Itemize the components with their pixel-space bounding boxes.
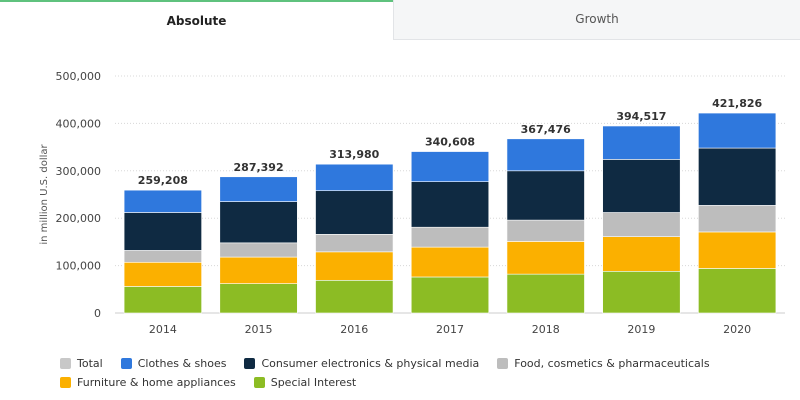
legend-row: Total Clothes & shoes Consumer electroni… bbox=[60, 354, 790, 373]
chart-legend: Total Clothes & shoes Consumer electroni… bbox=[60, 354, 790, 392]
bar-segment[interactable] bbox=[410, 151, 490, 183]
legend-label: Consumer electronics & physical media bbox=[261, 357, 480, 370]
y-tick-label: 400,000 bbox=[56, 117, 102, 130]
bar-segment[interactable] bbox=[698, 231, 777, 269]
bar-segment[interactable] bbox=[315, 163, 394, 192]
legend-swatch bbox=[244, 358, 256, 369]
bar-segment[interactable] bbox=[410, 181, 490, 228]
legend-swatch bbox=[120, 358, 132, 369]
stacked-bar-chart: 0 100,000 200,000 300,000 400,000 500,000 in m… bbox=[39, 70, 785, 336]
bar-segment[interactable] bbox=[315, 234, 394, 253]
legend-item-special-interest[interactable]: Special Interest bbox=[253, 376, 357, 389]
x-tick-label: 2020 bbox=[723, 323, 751, 336]
bar-segment[interactable] bbox=[219, 256, 298, 284]
bar-segment[interactable] bbox=[602, 270, 681, 314]
labels: 0 100,000 200,000 300,000 400,000 500,000 in m… bbox=[39, 70, 763, 336]
x-tick-label: 2014 bbox=[149, 323, 177, 336]
bar-segment[interactable] bbox=[219, 283, 298, 314]
bar-segment[interactable] bbox=[315, 279, 394, 314]
legend-item-consumer-electronics[interactable]: Consumer electronics & physical media bbox=[244, 357, 479, 370]
bar-total-label: 287,392 bbox=[234, 161, 284, 174]
bar-segment[interactable] bbox=[315, 190, 394, 235]
bar-total-label: 367,476 bbox=[521, 123, 571, 136]
x-tick-label: 2016 bbox=[340, 323, 368, 336]
bar-segment[interactable] bbox=[602, 159, 681, 213]
bar-segment[interactable] bbox=[602, 236, 681, 272]
legend-label: Clothes & shoes bbox=[137, 357, 227, 370]
legend-item-food-cosmetics[interactable]: Food, cosmetics & pharmaceuticals bbox=[497, 357, 710, 370]
legend-item-clothes-shoes[interactable]: Clothes & shoes bbox=[120, 357, 227, 370]
bar-segment[interactable] bbox=[506, 241, 585, 275]
bar-total-label: 340,608 bbox=[425, 136, 475, 149]
legend-swatch bbox=[60, 358, 71, 369]
y-tick-label: 200,000 bbox=[56, 212, 102, 225]
legend-item-furniture[interactable]: Furniture & home appliances bbox=[60, 376, 236, 389]
bar-segment[interactable] bbox=[123, 286, 202, 314]
y-tick-label: 0 bbox=[94, 307, 101, 320]
x-tick-label: 2019 bbox=[627, 323, 655, 336]
tab-absolute[interactable]: Absolute bbox=[0, 0, 393, 40]
legend-swatch bbox=[60, 377, 71, 388]
bar-segment[interactable] bbox=[698, 112, 777, 149]
x-tick-label: 2017 bbox=[436, 323, 464, 336]
bar-segment[interactable] bbox=[410, 226, 490, 248]
bar-segment[interactable] bbox=[219, 242, 298, 258]
bar-segment[interactable] bbox=[410, 276, 490, 314]
legend-label: Special Interest bbox=[270, 376, 357, 389]
bar-segment[interactable] bbox=[315, 251, 394, 281]
tab-growth[interactable]: Growth bbox=[393, 0, 800, 40]
y-tick-label: 100,000 bbox=[56, 260, 102, 273]
bar-total-label: 313,980 bbox=[329, 148, 379, 161]
bar-segment[interactable] bbox=[602, 125, 681, 160]
bars bbox=[123, 112, 777, 314]
bar-segment[interactable] bbox=[602, 212, 681, 237]
bar-segment[interactable] bbox=[698, 268, 777, 314]
bar-total-label: 421,826 bbox=[712, 97, 762, 110]
bar-segment[interactable] bbox=[506, 219, 585, 242]
bar-segment[interactable] bbox=[123, 189, 202, 213]
x-tick-label: 2015 bbox=[245, 323, 273, 336]
chart-view-tabs: Absolute Growth bbox=[0, 0, 800, 40]
legend-label: Furniture & home appliances bbox=[77, 376, 236, 389]
y-tick-label: 300,000 bbox=[56, 165, 102, 178]
bar-segment[interactable] bbox=[123, 261, 202, 287]
bar-segment[interactable] bbox=[506, 170, 585, 221]
legend-swatch bbox=[497, 358, 509, 369]
legend-swatch bbox=[253, 377, 265, 388]
bar-segment[interactable] bbox=[410, 246, 490, 278]
legend-row: Furniture & home appliances Special Inte… bbox=[60, 373, 790, 392]
y-tick-label: 500,000 bbox=[56, 70, 102, 83]
legend-label: Food, cosmetics & pharmaceuticals bbox=[514, 357, 710, 370]
bar-segment[interactable] bbox=[698, 147, 777, 206]
legend-label: Total bbox=[77, 357, 103, 370]
bar-total-label: 259,208 bbox=[138, 174, 188, 187]
bar-segment[interactable] bbox=[123, 212, 202, 251]
bar-segment[interactable] bbox=[506, 273, 585, 314]
bar-segment[interactable] bbox=[123, 250, 202, 263]
legend-item-total[interactable]: Total bbox=[60, 357, 103, 370]
bar-segment[interactable] bbox=[219, 176, 298, 202]
bar-segment[interactable] bbox=[698, 205, 777, 233]
x-tick-label: 2018 bbox=[532, 323, 560, 336]
bar-total-label: 394,517 bbox=[616, 110, 666, 123]
bar-segment[interactable] bbox=[506, 138, 585, 172]
bar-segment[interactable] bbox=[219, 201, 298, 244]
y-axis-title: in million U.S. dollar bbox=[39, 143, 50, 244]
